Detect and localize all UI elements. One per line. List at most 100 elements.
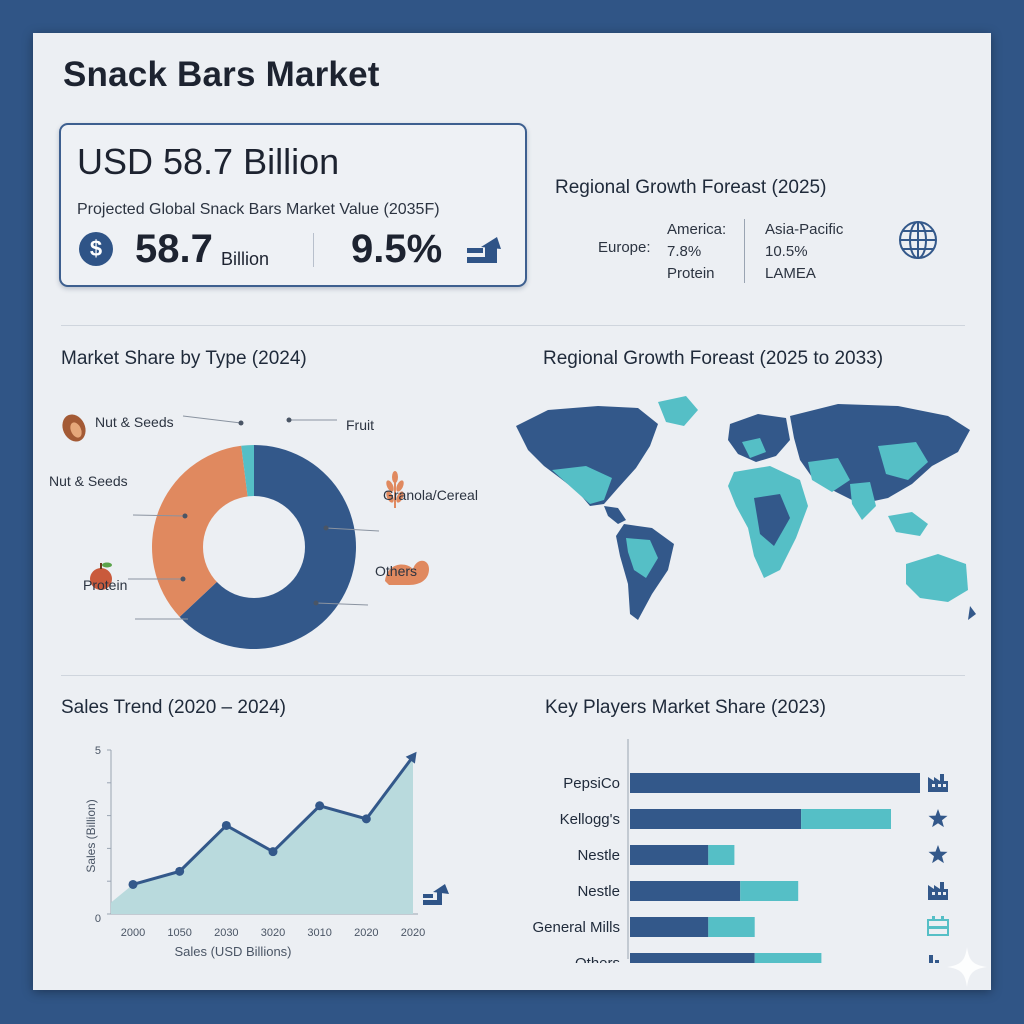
label-fruit: Fruit <box>346 417 374 433</box>
map-europe-west <box>742 438 766 458</box>
x-tick-label: 2020 <box>354 927 378 939</box>
map-australia <box>906 554 968 602</box>
sales-point <box>175 866 185 876</box>
x-tick-label: 2020 <box>401 927 425 939</box>
section-divider-2 <box>61 675 965 676</box>
sales-area <box>111 756 413 914</box>
hero-value-box: USD 58.7 Billion Projected Global Snack … <box>59 123 527 287</box>
dollar-coin-icon: $ <box>79 232 113 266</box>
x-tick-label: 1050 <box>167 927 191 939</box>
market-value-unit: Billion <box>221 249 270 269</box>
x-tick-label: 2030 <box>214 927 238 939</box>
player-bar-segment <box>754 953 822 963</box>
map-central-africa <box>754 494 790 546</box>
page-title: Snack Bars Market <box>63 55 380 94</box>
region-asia-value: 10.5% <box>765 243 808 260</box>
market-share-title: Market Share by Type (2024) <box>61 348 307 369</box>
production-line-icon <box>927 916 949 936</box>
x-tick-label: 2000 <box>121 927 145 939</box>
x-axis-label: Sales (USD Billions) <box>174 944 291 959</box>
map-middle-east <box>808 458 850 492</box>
key-players-bar-chart: PepsiCo Kellogg's Nestle Nestle General Mill… <box>532 739 949 963</box>
sales-point <box>268 847 278 857</box>
donut-hole <box>203 496 305 598</box>
section-divider-1 <box>61 325 965 326</box>
sparkle-icon <box>947 947 987 987</box>
player-bar-segment <box>630 809 802 829</box>
bar-chart-icon <box>929 955 939 963</box>
region-column-asia: Asia-Pacific 10.5% LAMEA <box>765 219 843 285</box>
factory-icon <box>928 774 948 792</box>
y-tick-label: 5 <box>95 745 101 757</box>
market-share-donut-chart <box>62 414 429 649</box>
map-central-america <box>604 506 626 524</box>
map-brazil <box>626 538 658 578</box>
player-bar-segment <box>740 881 799 901</box>
label-protein: Protein <box>83 577 128 593</box>
player-label: PepsiCo <box>563 775 620 792</box>
sales-point <box>221 820 231 830</box>
player-bar-segment <box>708 917 755 937</box>
map-greenland <box>658 396 698 426</box>
player-bar-segment <box>630 881 741 901</box>
player-bar-segment <box>630 953 755 963</box>
region-america-label: America: <box>667 221 727 238</box>
hero-divider <box>313 233 314 267</box>
world-map <box>516 396 976 620</box>
factory-icon <box>928 882 948 900</box>
key-players-title: Key Players Market Share (2023) <box>545 697 826 718</box>
x-tick-label: 3020 <box>261 927 285 939</box>
wheat-icon <box>386 471 404 508</box>
player-bar-segment <box>708 845 735 865</box>
growth-rate: 9.5% <box>351 227 443 271</box>
star-icon <box>928 845 948 864</box>
sales-line-arrow <box>405 751 417 764</box>
regional-growth-2025-title: Regional Growth Foreast (2025) <box>555 177 827 198</box>
region-asia-label: Asia-Pacific <box>765 221 844 238</box>
muscle-icon <box>385 560 429 585</box>
apple-icon <box>90 562 112 590</box>
growth-arrow-icon-small <box>423 884 449 905</box>
region-column-america: America: 7.8% Protein <box>667 219 726 285</box>
region-america-value: 7.8% <box>667 243 702 260</box>
sales-point <box>315 801 325 811</box>
sales-point <box>361 814 371 824</box>
player-label: Nestle <box>577 847 620 864</box>
sales-point <box>128 879 138 889</box>
globe-icon <box>899 221 937 259</box>
infographic-card: Snack Bars Market USD 58.7 Billion Proje… <box>33 33 991 990</box>
map-southeast-asia <box>888 512 928 536</box>
market-value-number: 58.7 <box>135 227 213 271</box>
donut-slice-nut-seeds <box>152 445 254 617</box>
region-europe-label: Europe: <box>598 239 651 256</box>
sales-trend-area-chart: 2000 1050 2030 3020 3010 2020 2020 5 0 Sales (U… <box>84 745 449 959</box>
label-others: Others <box>375 563 418 579</box>
map-china <box>878 442 928 480</box>
player-bar-segment <box>630 917 709 937</box>
player-label: Kellogg's <box>560 811 620 828</box>
label-nut-seeds-top: Nut & Seeds <box>95 414 174 430</box>
x-tick-label: 3010 <box>307 927 331 939</box>
growth-arrow-icon <box>467 237 501 263</box>
map-north-america <box>516 406 658 506</box>
player-bar-segment <box>630 845 709 865</box>
hero-subtitle: Projected Global Snack Bars Market Value… <box>77 201 440 218</box>
player-label: Nestle <box>577 883 620 900</box>
region-lamea-label: LAMEA <box>765 265 816 282</box>
region-america-type: Protein <box>667 265 715 282</box>
player-bar-segment <box>801 809 891 829</box>
sales-trend-title: Sales Trend (2020 – 2024) <box>61 697 286 718</box>
hero-value: USD 58.7 Billion <box>77 141 340 182</box>
map-usa <box>552 466 612 504</box>
player-bar-segment <box>630 773 920 793</box>
nut-icon <box>62 414 86 442</box>
y-axis-label: Sales (Billion) <box>84 799 98 872</box>
map-title: Regional Growth Foreast (2025 to 2033) <box>543 348 884 369</box>
map-new-zealand <box>968 606 976 620</box>
label-granola-cereal: Granola/Cereal <box>383 487 478 503</box>
player-label: Others <box>575 955 620 963</box>
player-label: General Mills <box>532 919 620 936</box>
map-europe <box>728 414 790 462</box>
star-icon <box>928 809 948 828</box>
map-india <box>850 482 876 520</box>
